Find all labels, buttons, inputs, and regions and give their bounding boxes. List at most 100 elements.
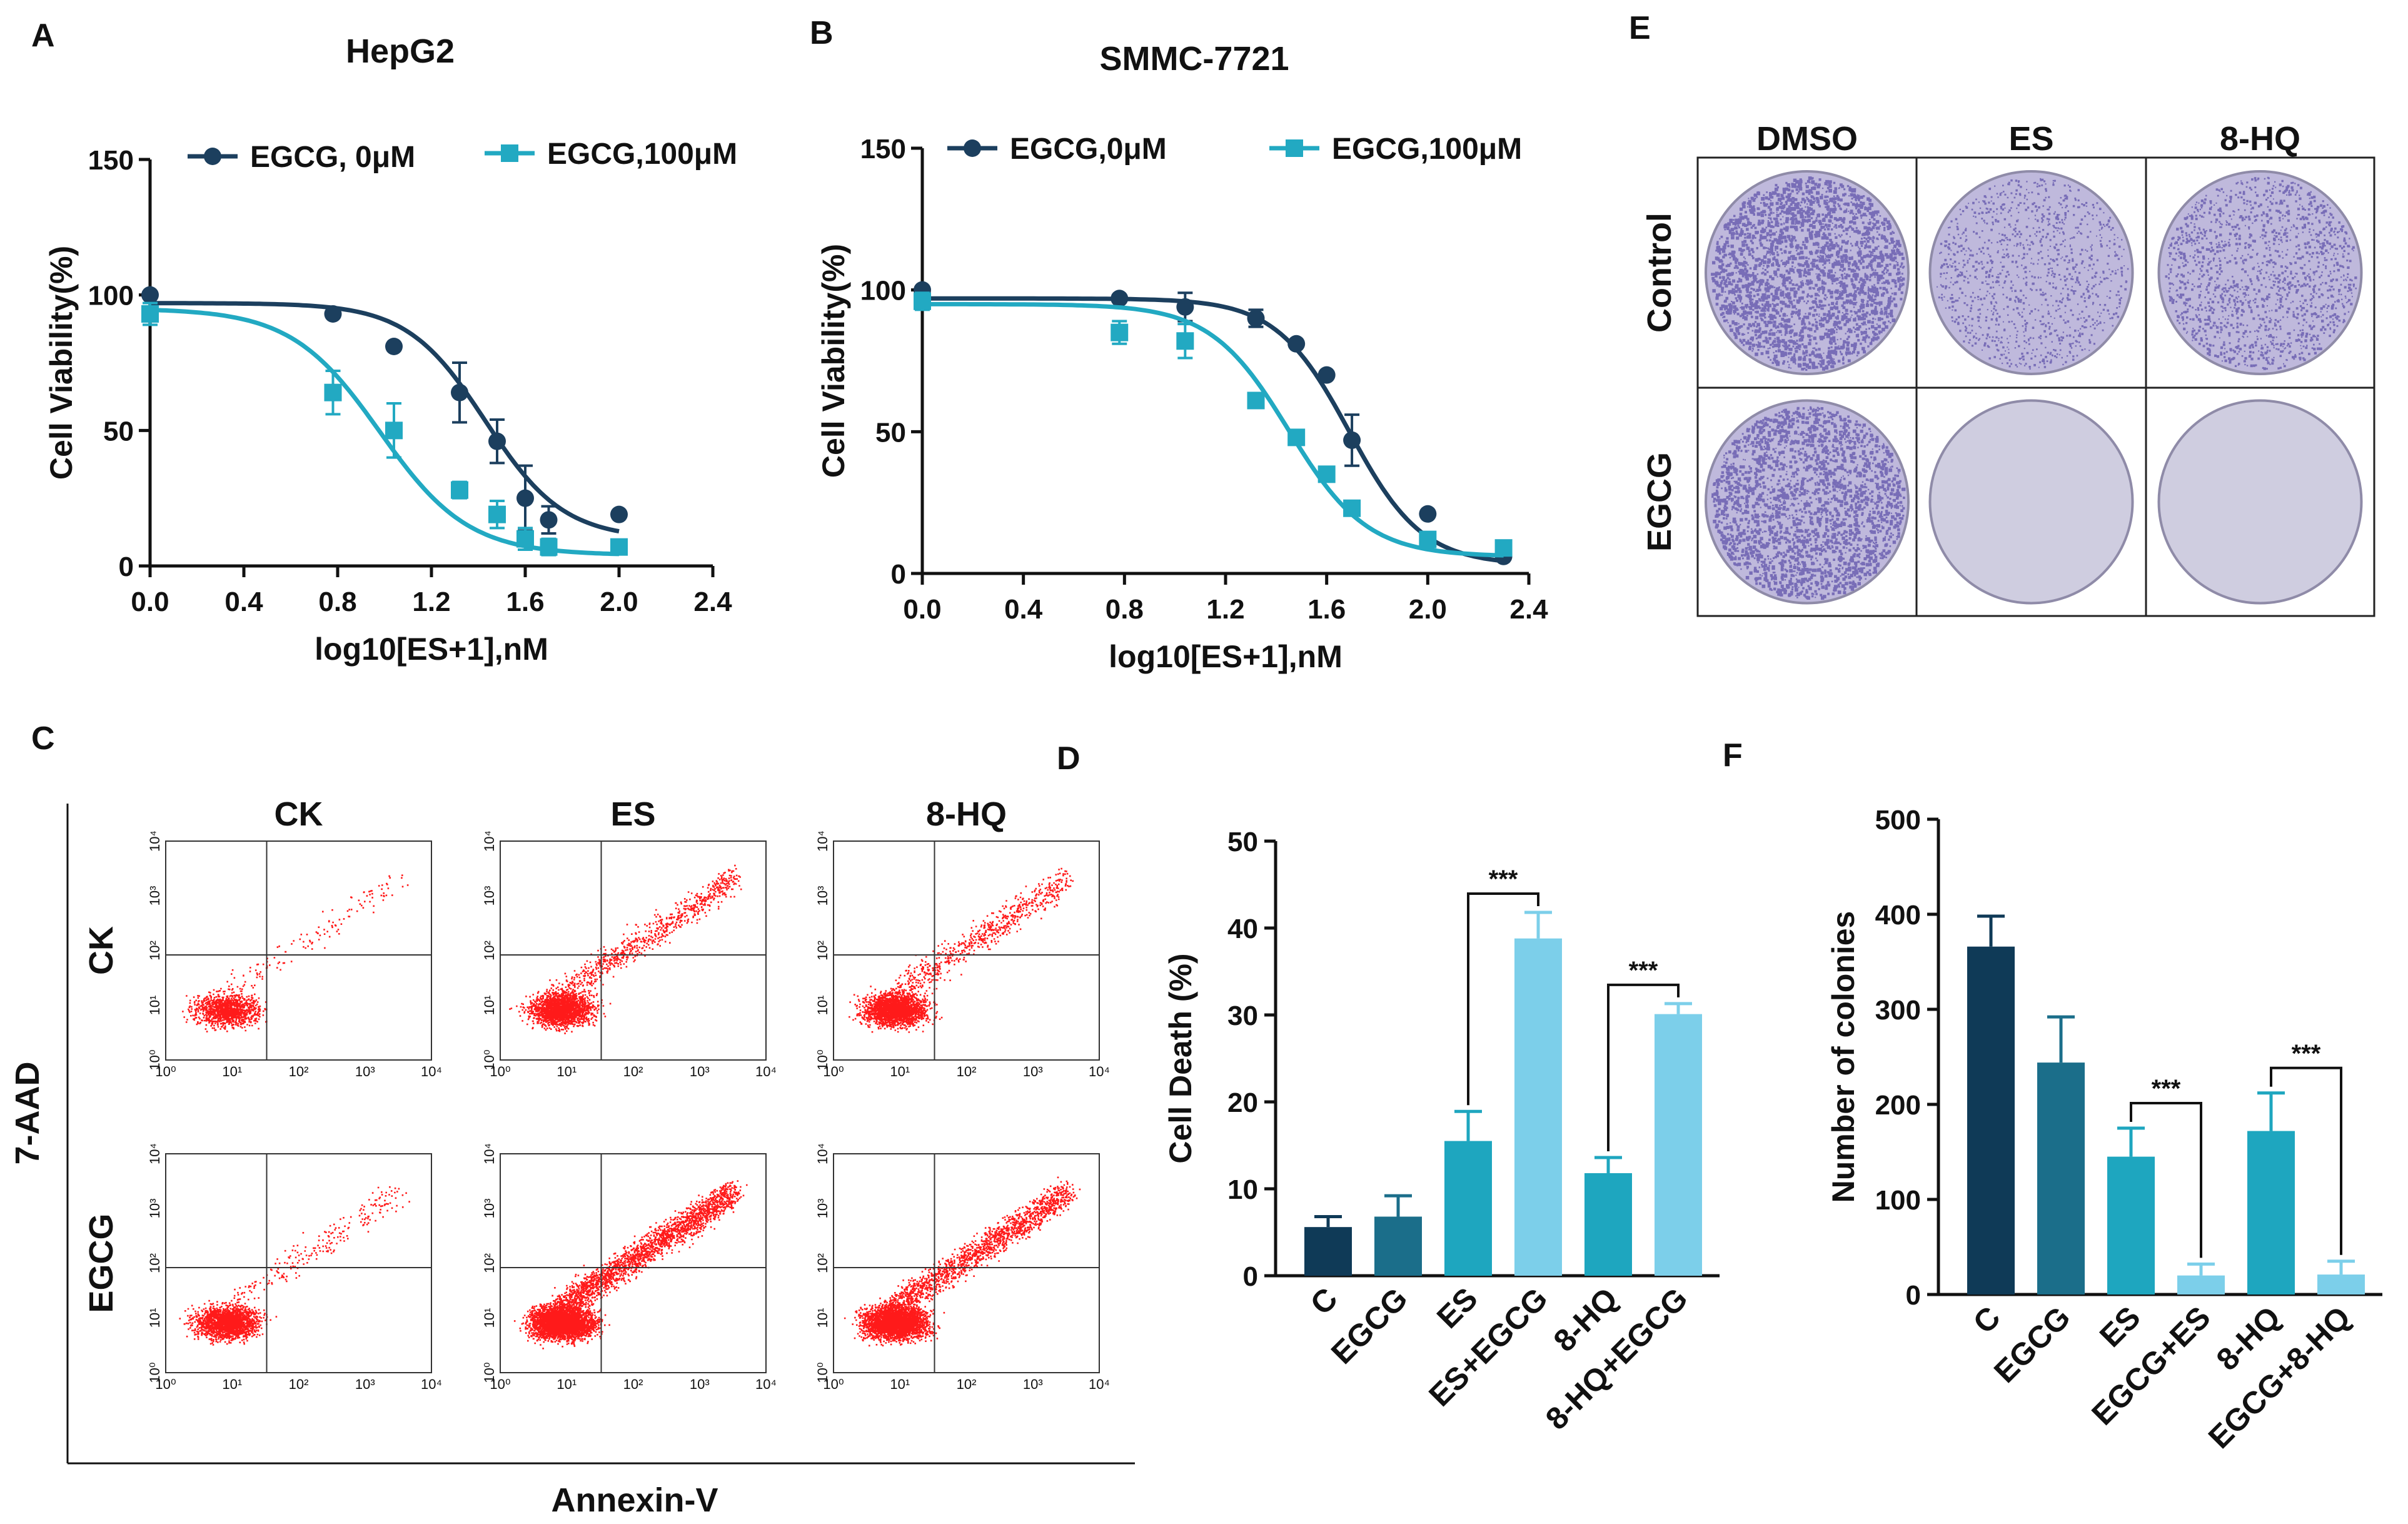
- flow-y-tick: 10⁰: [481, 1049, 497, 1070]
- data-point: [488, 505, 506, 523]
- flow-y-tick: 10⁴: [815, 1143, 830, 1164]
- data-point: [141, 305, 159, 323]
- data-point: [1494, 539, 1513, 557]
- bar-c: [1304, 1227, 1352, 1276]
- fit-curve: [922, 301, 1504, 558]
- data-point: [610, 505, 628, 523]
- significance-bracket: [2130, 1102, 2202, 1258]
- flow-y-tick: 10³: [481, 886, 497, 906]
- flow-dots: [513, 1180, 748, 1350]
- y-axis-label: Cell Viability(%): [816, 244, 851, 478]
- legend-marker: [964, 139, 981, 157]
- data-point: [914, 292, 931, 310]
- x-tick-label: 1.2: [1206, 594, 1244, 625]
- series-egcg-100: EGCG,100μM: [914, 133, 1522, 558]
- data-point: [1111, 323, 1129, 341]
- colony-plate: [1928, 170, 2134, 375]
- flow-y-tick: 10¹: [147, 1308, 163, 1328]
- flow-y-tick: 10¹: [481, 1308, 497, 1328]
- data-point: [1343, 499, 1361, 517]
- x-tick-label: ES: [1430, 1281, 1484, 1335]
- plate-column-label: 8-HQ: [2220, 120, 2300, 158]
- colony-plate: [2157, 170, 2363, 375]
- flow-x-tick: 10²: [289, 1064, 309, 1079]
- y-tick-label: 40: [1227, 914, 1258, 944]
- flow-y-tick: 10³: [481, 1199, 497, 1219]
- x-axis-label: log10[ES+1],nM: [1109, 639, 1343, 674]
- flow-x-tick: 10⁰: [823, 1064, 844, 1079]
- flow-y-tick: 10⁴: [481, 1143, 497, 1164]
- flow-x-tick: 10²: [623, 1064, 643, 1079]
- flow-y-tick: 10²: [815, 941, 830, 961]
- flow-x-tick: 10³: [690, 1376, 710, 1392]
- flow-x-tick: 10⁰: [823, 1376, 844, 1392]
- flow-x-tick: 10³: [690, 1064, 710, 1079]
- colonies: [1711, 176, 1905, 371]
- data-point: [1419, 505, 1437, 523]
- plate-dish: [1928, 399, 2134, 605]
- y-axis-label: Cell Viability(%): [44, 246, 79, 480]
- data-point: [516, 489, 534, 507]
- data-point: [1111, 290, 1129, 308]
- flow-y-tick: 10¹: [481, 996, 497, 1016]
- flow-y-tick: 10³: [147, 1199, 163, 1219]
- flow-y-tick: 10³: [815, 886, 830, 906]
- x-tick-label: EGCG: [1324, 1281, 1414, 1371]
- data-point: [324, 383, 342, 401]
- plate-column-label: DMSO: [1756, 120, 1858, 158]
- bar-c: [1967, 946, 2015, 1294]
- colonies: [2165, 176, 2357, 370]
- y-axis-label: Number of colonies: [1826, 911, 1861, 1203]
- flow-y-tick: 10⁰: [481, 1362, 497, 1383]
- x-tick-label: 1.6: [506, 587, 544, 617]
- data-point: [1287, 335, 1306, 353]
- flow-column-label: 8-HQ: [926, 795, 1007, 833]
- flow-x-tick: 10¹: [890, 1064, 910, 1079]
- x-tick-label: 1.2: [412, 587, 450, 617]
- x-tick-label: 0.0: [131, 587, 169, 617]
- flow-y-tick: 10⁴: [815, 830, 830, 852]
- plate-row-label: EGCG: [1641, 452, 1678, 552]
- colony-plate: [2157, 399, 2363, 605]
- y-tick-label: 200: [1875, 1090, 1921, 1121]
- flow-x-tick: 10⁰: [490, 1376, 510, 1392]
- flow-x-tick: 10⁴: [1089, 1064, 1110, 1079]
- y-axis-label: Cell Death (%): [1163, 953, 1198, 1163]
- flow-y-tick: 10²: [481, 941, 497, 961]
- chart-title: HepG2: [346, 33, 455, 70]
- significance-stars: ***: [1629, 957, 1658, 984]
- data-point: [1247, 310, 1265, 327]
- flow-y-tick: 10⁴: [147, 830, 163, 852]
- significance-bracket: [1607, 983, 1680, 1151]
- y-tick-label: 150: [88, 145, 134, 176]
- flow-y-tick: 10²: [815, 1253, 830, 1273]
- y-tick-label: 0: [1906, 1280, 1921, 1311]
- flow-y-tick: 10³: [815, 1199, 830, 1219]
- x-tick-label: 0.4: [1004, 594, 1043, 625]
- y-tick-label: 0: [1243, 1261, 1258, 1292]
- flow-y-tick: 10⁰: [815, 1049, 830, 1070]
- bar-es: [2107, 1156, 2155, 1294]
- y-tick-label: 0: [891, 559, 906, 590]
- panel-letter-b: B: [810, 15, 834, 51]
- legend-label: EGCG, 0μM: [250, 141, 415, 174]
- data-point: [451, 383, 468, 401]
- y-tick-label: 50: [875, 417, 906, 448]
- flow-y-tick: 10¹: [147, 996, 163, 1016]
- flow-x-tick: 10³: [355, 1064, 375, 1079]
- flow-y-tick: 10⁴: [147, 1143, 163, 1164]
- flow-x-tick: 10²: [623, 1376, 643, 1392]
- plate-dish: [2157, 399, 2363, 605]
- plate-column-label: ES: [2008, 120, 2053, 158]
- legend-marker: [204, 148, 221, 165]
- bar-egcg-8-hq: [2317, 1274, 2365, 1294]
- chart-b-smmc7721: SMMC-7721 0 50 100 150 0.0 0.4 0.8 1.2 1.6 2.0 2.4 l…: [816, 40, 1548, 674]
- significance-stars: ***: [2292, 1040, 2321, 1067]
- panel-letter-e: E: [1629, 10, 1651, 46]
- bar-es: [1444, 1141, 1492, 1276]
- flow-x-tick: 10³: [1023, 1064, 1043, 1079]
- data-point: [610, 538, 628, 556]
